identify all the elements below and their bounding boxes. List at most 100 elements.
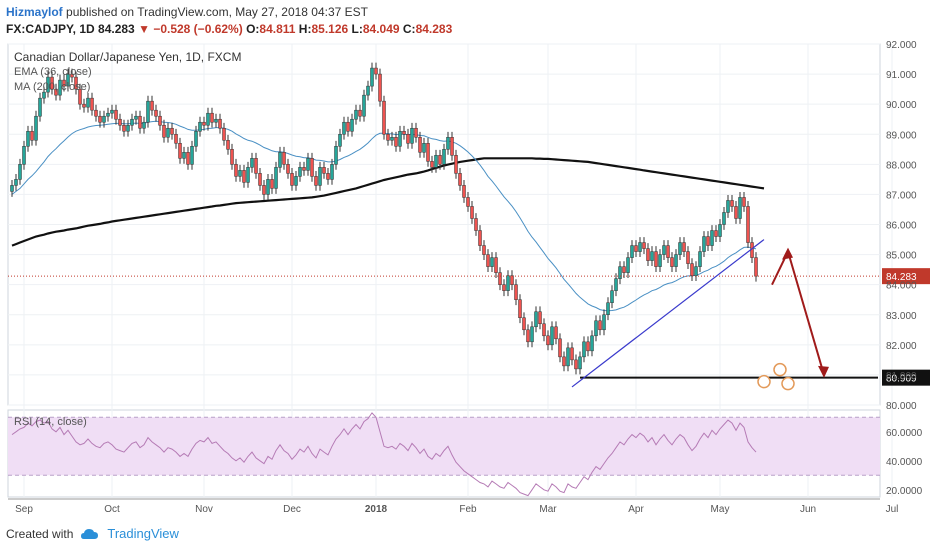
candle-body [574, 359, 578, 370]
candle-body [162, 124, 166, 138]
candle-body [554, 326, 558, 340]
price-tick-label: 92.000 [886, 40, 917, 51]
candles [10, 62, 758, 375]
candle-body [742, 197, 746, 207]
candle-body [82, 103, 86, 108]
candle-body [378, 73, 382, 102]
candle-body [46, 76, 50, 93]
candle-body [190, 146, 194, 165]
last-price: 84.283 [98, 22, 135, 36]
candle-body [586, 341, 590, 352]
candle-body [678, 242, 682, 255]
candle-body [522, 317, 526, 331]
candle-body [666, 245, 670, 258]
legend-rsi[interactable]: RSI (14, close) [14, 416, 87, 428]
down-arrow-icon: ▼ [138, 22, 150, 36]
candle-body [386, 134, 390, 141]
author-link[interactable]: Hizmaylof [6, 5, 63, 19]
candle-body [362, 94, 366, 117]
candle-body [466, 197, 470, 207]
candle-body [258, 173, 262, 186]
symbol-label[interactable]: FX:CADJPY, 1D [6, 22, 95, 36]
candle-body [598, 320, 602, 331]
time-tick-label: Jun [800, 504, 816, 515]
candle-body [526, 329, 530, 343]
candle-body [126, 124, 130, 132]
candle-body [286, 164, 290, 174]
candle-body [174, 134, 178, 144]
candle-body [374, 67, 378, 75]
time-tick-label: May [711, 504, 730, 515]
candle-body [622, 266, 626, 273]
candle-body [38, 97, 42, 117]
candle-body [242, 170, 246, 183]
candle-body [318, 167, 322, 186]
candle-body [626, 257, 630, 273]
candle-body [642, 242, 646, 249]
candle-body [54, 88, 58, 96]
candle-body [730, 200, 734, 207]
candle-body [538, 311, 542, 325]
quote-bar: FX:CADJPY, 1D 84.283 ▼ −0.528 (−0.62%) O… [6, 22, 452, 36]
low-value: 84.049 [362, 22, 400, 36]
support-label: 80.909 [886, 374, 917, 385]
time-tick-label: Jul [886, 504, 899, 515]
candle-body [426, 143, 430, 162]
candle-body [682, 242, 686, 252]
candle-body [218, 118, 222, 129]
candle-body [270, 179, 274, 189]
candle-body [590, 335, 594, 352]
rsi-tick-label: 20.0000 [886, 486, 923, 497]
ma200-path [11, 157, 765, 247]
event-icon [757, 374, 771, 389]
tradingview-brand[interactable]: TradingView [107, 526, 179, 541]
legend-ema[interactable]: EMA (36, close) [14, 66, 92, 78]
arrow-head-up [782, 247, 793, 260]
trendline [571, 239, 765, 388]
candle-body [90, 97, 94, 111]
candle-body [58, 79, 62, 96]
candle-body [446, 137, 450, 150]
candle-body [634, 245, 638, 252]
price-tick-label: 91.000 [886, 70, 917, 81]
time-tick-label: Nov [195, 504, 213, 515]
candle-body [390, 137, 394, 141]
candle-body [262, 185, 266, 195]
candle-body [138, 115, 142, 129]
candle-body [650, 251, 654, 261]
candle-body [474, 218, 478, 231]
candle-body [662, 245, 666, 255]
candle-body [110, 109, 114, 114]
candle-body [638, 242, 642, 252]
price-tick-label: 83.000 [886, 311, 917, 322]
time-tick-label: Apr [628, 504, 644, 515]
candle-body [350, 118, 354, 132]
candle-body [494, 257, 498, 273]
candle-body [250, 158, 254, 168]
candle-body [194, 130, 198, 147]
candle-body [178, 143, 182, 159]
candle-body [346, 121, 350, 132]
candle-body [314, 176, 318, 186]
candle-body [602, 314, 606, 331]
candle-body [66, 73, 70, 87]
candle-body [594, 320, 598, 337]
candle-body [310, 158, 314, 177]
candle-body [402, 130, 406, 135]
candle-body [342, 121, 346, 135]
candle-body [722, 212, 726, 225]
candle-body [322, 167, 326, 174]
price-tick-label: 82.000 [886, 341, 917, 352]
candle-body [746, 206, 750, 243]
candle-body [698, 251, 702, 267]
candle-body [706, 236, 710, 246]
candle-body [450, 137, 454, 156]
candle-body [254, 158, 258, 174]
candle-body [202, 121, 206, 126]
price-change: −0.528 (−0.62%) [153, 22, 243, 36]
candle-body [290, 173, 294, 186]
legend-ma[interactable]: MA (200, close) [14, 81, 91, 93]
time-tick-label: Oct [104, 504, 120, 515]
rsi-tick-label: 60.0000 [886, 428, 923, 439]
